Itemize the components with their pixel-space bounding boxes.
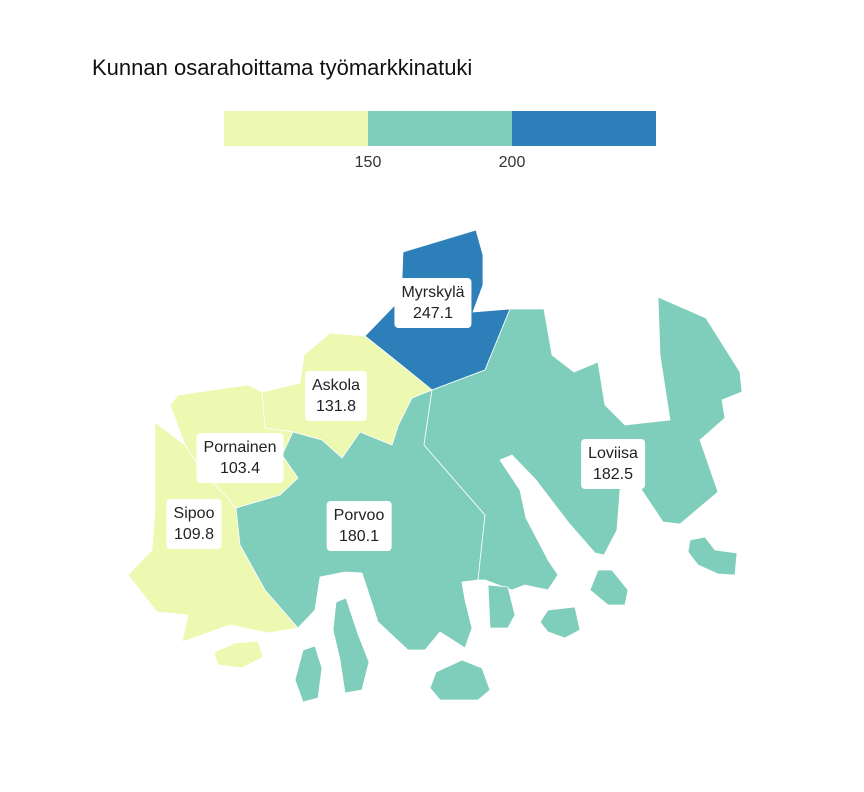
label-sipoo-name: Sipoo: [173, 505, 215, 522]
label-myrskyla-name: Myrskylä: [401, 284, 465, 301]
island-loviisa-3: [589, 569, 629, 606]
legend-bin-low: [224, 111, 368, 146]
island-porvoo-2: [332, 597, 370, 694]
label-myrskyla: Myrskylä 247.1: [394, 278, 472, 328]
label-askola: Askola 131.8: [304, 371, 368, 421]
label-askola-name: Askola: [311, 377, 361, 394]
island-loviisa-1: [487, 584, 516, 629]
label-askola-value: 131.8: [315, 398, 357, 415]
label-porvoo: Porvoo 180.1: [326, 501, 392, 551]
map-title: Kunnan osarahoittama työmarkkinatuki: [92, 55, 473, 80]
island-loviisa-2: [539, 606, 581, 639]
color-legend: [224, 111, 656, 146]
label-loviisa: Loviisa 182.5: [581, 439, 645, 489]
legend-bin-mid: [368, 111, 512, 146]
label-pornainen-name: Pornainen: [203, 439, 277, 456]
legend-tick-200: 200: [498, 154, 526, 171]
island-loviisa-4: [687, 536, 738, 576]
label-sipoo-value: 109.8: [173, 526, 215, 543]
label-loviisa-name: Loviisa: [588, 445, 638, 462]
label-sipoo: Sipoo 109.8: [166, 499, 222, 549]
island-porvoo-3: [429, 659, 491, 701]
legend-tick-150: 150: [354, 154, 382, 171]
label-loviisa-value: 182.5: [592, 466, 634, 483]
label-myrskyla-value: 247.1: [412, 305, 454, 322]
legend-bin-high: [512, 111, 656, 146]
label-porvoo-name: Porvoo: [333, 507, 385, 524]
label-porvoo-value: 180.1: [338, 528, 380, 545]
island-sipoo-1: [213, 640, 264, 669]
island-porvoo-1: [294, 645, 323, 703]
label-pornainen: Pornainen 103.4: [196, 433, 284, 483]
label-pornainen-value: 103.4: [219, 460, 261, 477]
